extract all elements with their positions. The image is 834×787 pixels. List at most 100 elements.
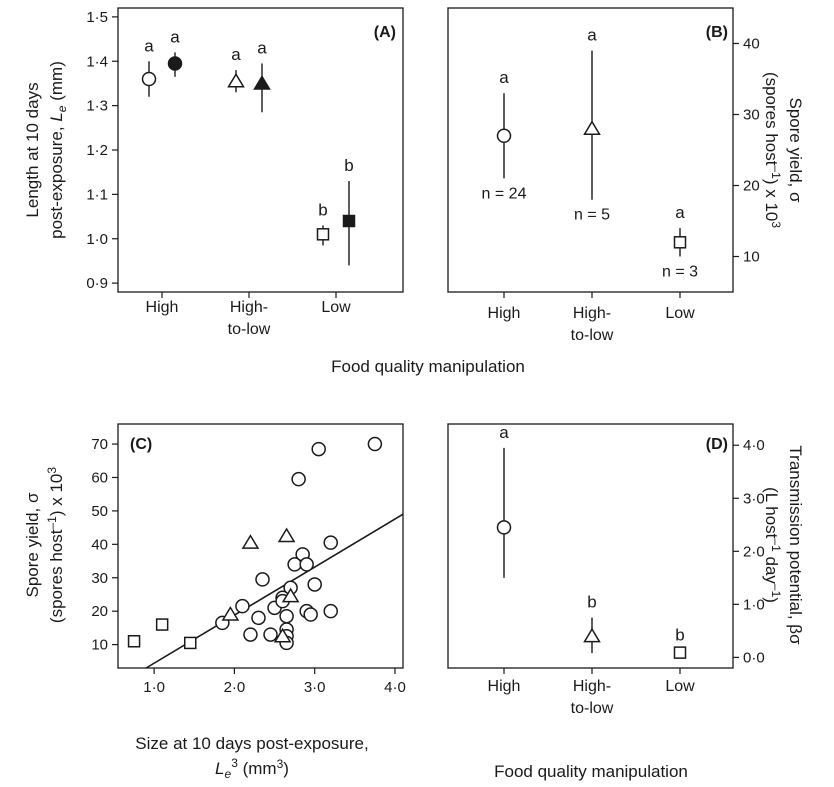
y-tick-label: 1·2 (86, 142, 108, 159)
circle-point (323, 603, 338, 619)
circle-point (287, 557, 302, 572)
category-label: Low (321, 299, 351, 316)
circle-point (496, 520, 512, 535)
y-tick-label: 50 (91, 503, 108, 520)
category-label: Low (665, 305, 695, 322)
panel-c-frame (117, 423, 404, 669)
y-tick-label: 1·0 (743, 596, 765, 613)
y-tick-label: 30 (91, 570, 108, 587)
category-label: High (488, 305, 521, 322)
panel-d-frame (447, 423, 734, 669)
y-tick-label: 1·0 (86, 231, 108, 248)
square-point (316, 228, 330, 241)
square-point (342, 214, 356, 228)
panel-d-xlabel: Food quality manipulation (494, 762, 688, 781)
circle-point (323, 535, 338, 550)
y-tick-label: 1·1 (86, 186, 108, 203)
triangle-point (253, 74, 271, 90)
x-tick-label: 2·0 (224, 679, 246, 696)
top-x-axis-label: Food quality manipulation (331, 357, 525, 376)
sample-size-label: n = 24 (482, 185, 527, 202)
circle-point (141, 71, 157, 87)
circle-point (299, 557, 314, 572)
panel-b: (B) 10 20 30 40 High High-to-low Low a n = 24 a… (447, 7, 805, 344)
panel-a-ylabel-line2: post-exposure, Le (mm) (47, 61, 69, 239)
significance-letter: b (344, 156, 353, 175)
significance-letter: a (675, 203, 685, 222)
panel-b-ylabel-line2: (spores host–1) x 103 (762, 72, 783, 228)
triangle-point (241, 534, 260, 549)
panel-b-y-axis-label: Spore yield, σ (spores host–1) x 103 (762, 72, 805, 228)
circle-point (251, 610, 266, 626)
triangle-point (583, 627, 601, 643)
circle-point (367, 436, 383, 452)
y-tick-label: 0·0 (743, 649, 765, 666)
panel-a: (A) 0·9 1·0 1·1 1·2 1·3 1·4 1·5 High High-to-lo… (23, 7, 404, 338)
x-tick-label: 4·0 (384, 679, 406, 696)
circle-point (167, 56, 183, 71)
y-tick-label: 40 (743, 36, 760, 53)
panel-d-ylabel-line2: (L host–1 day–1) (762, 487, 783, 603)
sample-size-label: n = 3 (662, 264, 698, 281)
y-tick-label: 3·0 (743, 490, 765, 507)
panel-b-ylabel-line1: Spore yield, σ (786, 98, 805, 203)
triangle-point (273, 627, 292, 643)
panel-d-label: (D) (706, 436, 728, 453)
y-tick-label: 0·9 (86, 275, 108, 292)
category-label-line2: to-low (228, 321, 271, 338)
circle-point (496, 128, 512, 144)
sample-size-label: n = 5 (574, 207, 610, 224)
y-tick-label: 2·0 (743, 543, 765, 560)
significance-letter: a (587, 26, 597, 45)
panel-c-ylabel-line2: (spores host–1) x 103 (45, 467, 66, 623)
circle-point (235, 598, 250, 614)
category-label: High- (230, 299, 268, 316)
triangle-point (277, 527, 296, 543)
y-tick-label: 10 (91, 637, 108, 654)
circle-point (311, 441, 326, 457)
circle-point (279, 608, 294, 624)
square-point (127, 635, 141, 648)
triangle-point (583, 120, 601, 135)
square-point (184, 636, 197, 650)
y-tick-label: 10 (743, 249, 760, 266)
significance-letter: a (170, 27, 180, 46)
x-tick-label: 1·0 (143, 679, 165, 696)
panel-c-xlabel-line2: Le3 (mm3) (215, 756, 289, 781)
circle-point (303, 607, 318, 622)
y-tick-label: 20 (743, 178, 760, 195)
category-label: High- (573, 678, 611, 695)
y-tick-label: 1·3 (86, 98, 108, 115)
panel-c-xlabel-line1: Size at 10 days post-exposure, (135, 734, 368, 753)
circle-point (255, 572, 270, 587)
x-tick-label: 3·0 (304, 679, 326, 696)
panel-c-ylabel-line1: Spore yield, σ (23, 492, 42, 597)
panel-c-label: (C) (130, 436, 152, 453)
y-tick-label: 40 (91, 536, 108, 553)
panel-c: (C) 10 20 30 40 50 60 70 1·0 2·0 3·0 4·0 Spore yi… (23, 423, 406, 781)
y-tick-label: 30 (743, 107, 760, 124)
significance-letter: b (587, 593, 596, 612)
significance-letter: a (257, 38, 267, 57)
panel-d-ylabel-line1: Transmission potential, βσ (786, 445, 805, 645)
significance-letter: a (144, 36, 154, 55)
panel-a-label: (A) (374, 24, 396, 41)
significance-letter: b (675, 625, 684, 644)
panel-a-y-axis-label: Length at 10 days post-exposure, Le (mm) (23, 61, 69, 239)
triangle-point (281, 587, 300, 603)
category-label: Low (665, 678, 695, 695)
significance-letter: a (499, 423, 509, 442)
y-tick-label: 4·0 (743, 437, 765, 454)
category-label: High (488, 678, 521, 695)
triangle-point (221, 606, 240, 621)
square-point (673, 646, 687, 659)
category-label-line2: to-low (571, 700, 614, 717)
category-label: High- (573, 305, 611, 322)
y-tick-label: 60 (91, 469, 108, 486)
significance-letter: b (318, 200, 327, 219)
significance-letter: a (499, 68, 509, 87)
panel-d-y-axis-label: Transmission potential, βσ (L host–1 day… (762, 445, 805, 645)
significance-letter: a (231, 45, 241, 64)
circle-point (307, 577, 322, 592)
square-point (155, 618, 169, 631)
